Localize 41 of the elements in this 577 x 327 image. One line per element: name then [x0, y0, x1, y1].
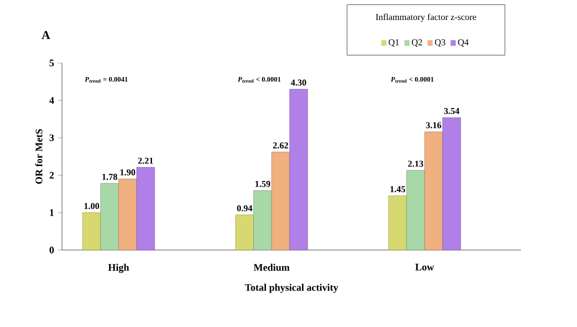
bar: [253, 190, 272, 250]
chart-title: A: [42, 31, 50, 39]
data-label: 2.62: [273, 142, 288, 148]
bar: [136, 167, 155, 250]
legend-label: Q2: [412, 39, 422, 47]
data-label: 0.94: [237, 205, 252, 212]
y-tick-label: 0: [50, 246, 54, 254]
data-label: 3.16: [426, 122, 442, 128]
legend-label: Q4: [458, 39, 469, 47]
bar: [442, 117, 461, 250]
legend-label: Q1: [388, 39, 399, 47]
data-label: 4.30: [290, 80, 306, 86]
bar: [388, 196, 407, 250]
data-label: 1.59: [255, 180, 270, 187]
x-tick-label: Low: [415, 264, 434, 270]
data-label: 1.45: [390, 186, 406, 192]
legend-label: Q3: [434, 39, 446, 47]
y-axis-title: OR for MetS: [35, 129, 42, 184]
data-label: 3.54: [444, 108, 460, 114]
data-label: 1.00: [84, 202, 100, 210]
x-axis-title: Total physical activity: [244, 284, 338, 293]
data-label: 2.13: [408, 160, 424, 167]
y-tick-label: 4: [49, 97, 54, 104]
bar: [100, 183, 119, 250]
x-tick-label: High: [108, 264, 130, 273]
bar: [82, 212, 101, 250]
data-label: 1.90: [120, 169, 136, 176]
legend-title: Inflammatory factor z-score: [376, 14, 476, 22]
data-label: 1.78: [102, 174, 118, 180]
bar: [406, 170, 425, 250]
bar: [271, 152, 290, 250]
bar: [118, 178, 137, 250]
y-tick-label: 5: [50, 60, 54, 66]
y-tick-label: 3: [50, 134, 54, 142]
data-label: 2.21: [138, 158, 154, 164]
y-tick-label: 1: [50, 209, 54, 216]
bar: [235, 214, 254, 250]
x-tick-label: Medium: [254, 264, 290, 271]
bar: [424, 132, 443, 250]
y-tick-label: 2: [50, 172, 54, 179]
bar: [289, 88, 308, 250]
